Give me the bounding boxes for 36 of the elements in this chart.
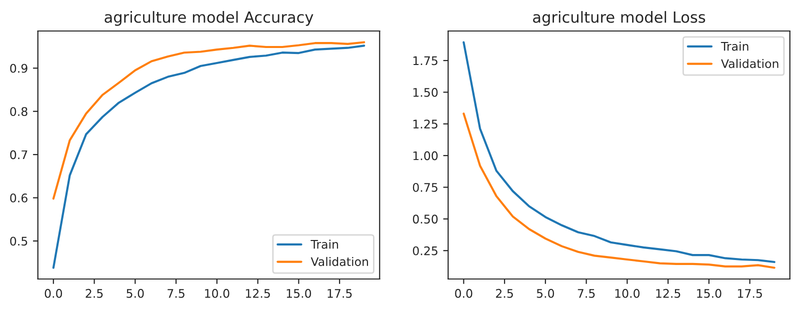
- legend-label: Train: [720, 42, 748, 51]
- x-tick-label: 7.5: [578, 289, 595, 298]
- x-tick-label: 2.5: [496, 288, 513, 298]
- x-tick-label: 7.5: [168, 289, 184, 298]
- legend-label: Validation: [721, 58, 778, 68]
- y-tick-label: 1.00: [413, 151, 438, 160]
- y-tick-label: 0.7: [10, 150, 28, 160]
- x-tick-label: 0.0: [44, 288, 62, 298]
- x-tick-label: 10.0: [615, 288, 640, 298]
- y-tick-label: 0.6: [10, 193, 28, 202]
- x-tick-label: 5.0: [126, 288, 144, 298]
- y-tick-label: 0.8: [10, 107, 28, 116]
- x-tick-label: 5.0: [536, 288, 554, 298]
- x-tick-label: 10.0: [205, 288, 230, 298]
- x-tick-label: 15.0: [286, 288, 312, 298]
- y-tick-label: 0.25: [412, 246, 438, 256]
- y-tick-label: 0.50: [412, 214, 438, 224]
- x-tick-label: 12.5: [656, 288, 680, 298]
- y-tick-label: 1.75: [413, 56, 438, 66]
- x-tick-label: 0.0: [455, 288, 472, 298]
- chart-title: agriculture model Accuracy: [104, 11, 314, 26]
- x-tick-label: 12.5: [246, 288, 270, 298]
- line-series: [462, 112, 776, 269]
- x-tick-label: 15.0: [697, 288, 722, 298]
- x-tick-label: 2.5: [86, 288, 103, 298]
- y-tick-label: 0.5: [10, 236, 28, 246]
- y-tick-label: 0.9: [10, 64, 28, 73]
- y-tick-label: 1.50: [413, 88, 438, 97]
- x-tick-label: 17.5: [328, 289, 352, 298]
- x-tick-label: 17.5: [738, 289, 762, 298]
- y-tick-label: 0.75: [412, 182, 438, 192]
- y-tick-label: 1.25: [413, 120, 438, 129]
- legend-label: Validation: [310, 256, 368, 266]
- chart-title: agriculture model Loss: [533, 11, 706, 26]
- legend-label: Train: [310, 240, 338, 249]
- line-series: [52, 41, 366, 200]
